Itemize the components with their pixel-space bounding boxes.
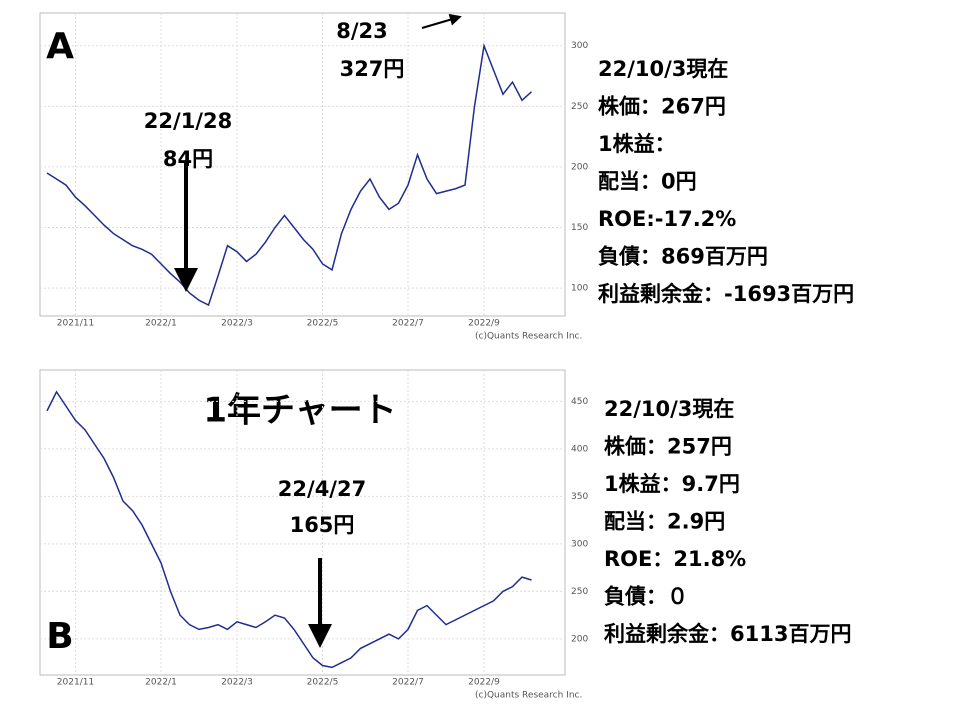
chart-label: A	[46, 26, 74, 67]
annotation: 327円	[340, 57, 405, 81]
y-tick-label: 450	[571, 397, 588, 407]
chart-title: 1年チャート	[203, 391, 396, 431]
y-tick-label: 350	[571, 492, 588, 502]
info-line: 株価：267円	[598, 95, 726, 119]
info-line: ROE:-17.2%	[598, 207, 736, 231]
info-line: 1株益：9.7円	[604, 472, 740, 496]
info-line: 利益剰余金：6113百万円	[604, 622, 851, 646]
info-line: 22/10/3現在	[598, 57, 728, 81]
annotation: 22/1/28	[144, 109, 232, 133]
x-tick-label: 2021/11	[57, 319, 94, 329]
x-tick-label: 2021/11	[57, 678, 94, 688]
y-tick-label: 200	[571, 634, 588, 644]
x-tick-label: 2022/7	[392, 678, 424, 688]
x-tick-label: 2022/3	[221, 319, 253, 329]
chart-label: B	[46, 616, 73, 657]
y-tick-label: 400	[571, 444, 588, 454]
y-tick-label: 100	[571, 284, 588, 294]
y-tick-label: 200	[571, 162, 588, 172]
y-tick-label: 300	[571, 41, 588, 51]
info-line: ROE：21.8%	[604, 547, 746, 571]
info-line: 利益剰余金：-1693百万円	[598, 282, 854, 306]
x-tick-label: 2022/3	[221, 678, 253, 688]
info-line: 22/10/3現在	[604, 397, 734, 421]
x-tick-label: 2022/5	[307, 319, 339, 329]
y-tick-label: 150	[571, 223, 588, 233]
price-line	[46, 390, 532, 669]
info-line: 配当：2.9円	[604, 510, 725, 534]
y-tick-label: 250	[571, 587, 588, 597]
info-line: 配当：0円	[598, 170, 697, 194]
credit: (c)Quants Research Inc.	[475, 332, 582, 342]
arrow	[421, 13, 462, 29]
plot-area	[39, 369, 566, 676]
price-line	[46, 42, 532, 307]
annotation: 8/23	[336, 19, 388, 43]
annotation: 165円	[290, 513, 355, 537]
plot-area	[39, 12, 566, 317]
info-line: 負債：０	[604, 585, 688, 609]
info-line: 1株益：	[598, 132, 676, 156]
credit: (c)Quants Research Inc.	[475, 691, 582, 701]
info-line: 株価：257円	[604, 435, 732, 459]
y-tick-label: 250	[571, 102, 588, 112]
x-tick-label: 2022/5	[307, 678, 339, 688]
info-line: 負債：869百万円	[598, 245, 768, 269]
x-tick-label: 2022/9	[468, 319, 500, 329]
x-tick-label: 2022/1	[145, 678, 177, 688]
x-tick-label: 2022/7	[392, 319, 424, 329]
annotation: 22/4/27	[278, 477, 366, 501]
x-tick-label: 2022/9	[468, 678, 500, 688]
y-tick-label: 300	[571, 539, 588, 549]
x-tick-label: 2022/1	[145, 319, 177, 329]
